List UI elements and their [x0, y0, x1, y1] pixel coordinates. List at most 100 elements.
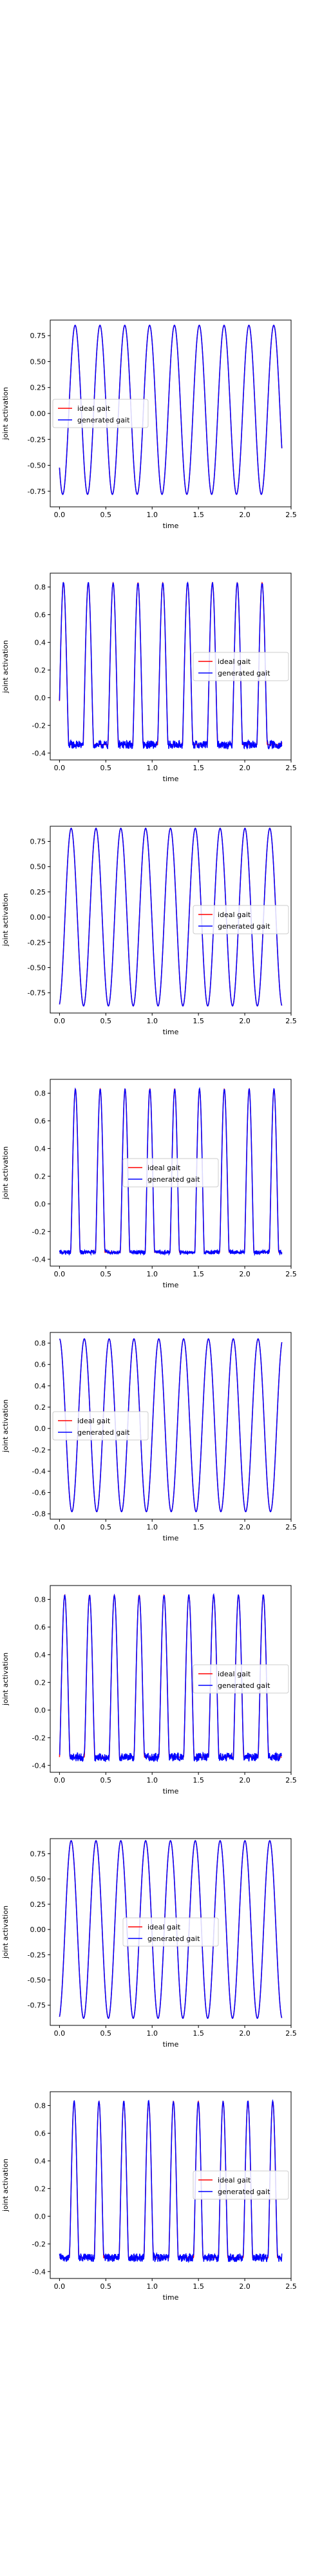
y-tick-label: -0.75	[28, 2002, 46, 2010]
x-tick-label: 1.0	[146, 764, 158, 772]
x-axis-label: time	[163, 1787, 179, 1795]
x-tick-label: 2.5	[285, 511, 297, 519]
axes-frame	[50, 1079, 292, 1267]
x-tick-label: 0.5	[100, 1270, 112, 1278]
y-tick-label: -0.2	[32, 1734, 46, 1742]
legend-label-generated-gait: generated gait	[77, 1428, 130, 1437]
y-tick-label: 0.25	[30, 888, 46, 896]
series-line-generated-gait	[59, 1593, 283, 1763]
y-tick-label: 0.6	[35, 611, 46, 619]
y-tick-label: 0.4	[35, 638, 46, 647]
x-tick-label: 0.5	[100, 511, 112, 519]
legend-label-generated-gait: generated gait	[218, 922, 270, 931]
legend-label-ideal-gait: ideal gait	[77, 404, 111, 413]
axes-frame	[50, 826, 292, 1014]
y-tick-label: 0.6	[35, 2129, 46, 2137]
y-tick-label: 0.0	[35, 1200, 46, 1208]
x-axis-label: time	[163, 1534, 179, 1542]
y-tick-label: 0.50	[30, 357, 46, 366]
axes-frame	[50, 1838, 292, 2026]
legend-label-ideal-gait: ideal gait	[77, 1417, 111, 1425]
x-tick-label: 1.0	[146, 511, 158, 519]
y-tick-label: 0.75	[30, 838, 46, 846]
axes-frame	[50, 573, 292, 761]
chart-panel-5: 0.0 0.5 1.0 1.5 2.0 2.5 -0.8 -0.6 -0.4 -0.2 0.0 0.2…	[1, 1332, 297, 1542]
y-tick-label: 0.00	[30, 913, 46, 922]
legend-label-generated-gait: generated gait	[218, 2188, 270, 2196]
chart-panel-1: 0.0 0.5 1.0 1.5 2.0 2.5 -0.75 -0.50 -0.25 0.00 0.2…	[1, 319, 297, 530]
axes-frame	[50, 1585, 292, 1773]
legend-label-ideal-gait: ideal gait	[147, 1164, 181, 1172]
y-tick-label: 0.2	[35, 666, 46, 674]
y-tick-label: 0.8	[35, 1595, 46, 1604]
y-tick-label: 0.8	[35, 583, 46, 591]
x-tick-label: 0.5	[100, 764, 112, 772]
y-tick-label: -0.4	[32, 749, 46, 757]
x-tick-label: 1.5	[193, 511, 204, 519]
chart-panel-3: 0.0 0.5 1.0 1.5 2.0 2.5 -0.75 -0.50 -0.25 0.00 0.2…	[1, 826, 297, 1036]
legend-label-ideal-gait: ideal gait	[218, 658, 251, 666]
y-axis-label: joint activation	[1, 893, 10, 947]
x-axis-label: time	[163, 1028, 179, 1036]
x-tick-label: 1.0	[146, 1523, 158, 1531]
x-tick-label: 0.5	[100, 2029, 112, 2038]
x-tick-label: 1.5	[193, 764, 204, 772]
legend-label-generated-gait: generated gait	[77, 416, 130, 424]
y-axis-label: joint activation	[1, 1653, 10, 1706]
legend-label-ideal-gait: ideal gait	[218, 911, 251, 919]
plot-area	[59, 828, 283, 1007]
y-tick-label: 0.4	[35, 2157, 46, 2165]
x-tick-label: 1.5	[193, 2282, 204, 2291]
x-tick-label: 0.5	[100, 1523, 112, 1531]
plot-area	[59, 1593, 283, 1763]
x-axis-label: time	[163, 2293, 179, 2302]
x-tick-label: 0.0	[54, 1270, 66, 1278]
axes-frame	[50, 2091, 292, 2279]
chart-panel-8: 0.0 0.5 1.0 1.5 2.0 2.5 -0.4 -0.2 0.0 0.2 0.4 0.6 0.…	[1, 2091, 297, 2302]
x-axis-label: time	[163, 775, 179, 783]
y-tick-label: -0.25	[28, 938, 46, 947]
x-tick-label: 1.0	[146, 2282, 158, 2291]
legend: ideal gait generated gait	[193, 1664, 289, 1694]
y-tick-label: -0.50	[28, 1976, 46, 1984]
plot-area	[59, 1840, 283, 2019]
legend-label-generated-gait: generated gait	[218, 1681, 270, 1690]
y-axis-label: joint activation	[1, 1146, 10, 1200]
x-tick-label: 2.0	[239, 511, 251, 519]
legend-label-ideal-gait: ideal gait	[218, 2176, 251, 2184]
y-tick-label: 0.25	[30, 1900, 46, 1909]
series-line-generated-gait	[59, 828, 283, 1007]
y-tick-label: -0.50	[28, 462, 46, 470]
x-tick-label: 2.0	[239, 1776, 251, 1785]
series-line-generated-gait	[59, 325, 283, 495]
y-tick-label: -0.50	[28, 963, 46, 972]
y-tick-label: 0.4	[35, 1144, 46, 1153]
x-tick-label: 1.0	[146, 2029, 158, 2038]
legend-label-generated-gait: generated gait	[147, 1935, 200, 1943]
y-tick-label: -0.8	[32, 1510, 46, 1519]
y-tick-label: 0.8	[35, 1340, 46, 1348]
y-tick-label: 0.6	[35, 1623, 46, 1631]
x-tick-label: 0.5	[100, 2282, 112, 2291]
y-tick-label: -0.2	[32, 721, 46, 730]
x-tick-label: 2.0	[239, 2282, 251, 2291]
y-tick-label: -0.2	[32, 2240, 46, 2248]
x-tick-label: 2.5	[285, 2282, 297, 2291]
x-tick-label: 0.5	[100, 1017, 112, 1025]
y-tick-label: 0.2	[35, 2184, 46, 2193]
x-tick-label: 0.0	[54, 1017, 66, 1025]
y-tick-label: 0.50	[30, 1875, 46, 1884]
y-tick-label: 0.0	[35, 1425, 46, 1433]
x-tick-label: 2.0	[239, 2029, 251, 2038]
legend-box	[193, 1664, 289, 1694]
x-tick-label: 1.0	[146, 1270, 158, 1278]
y-tick-label: 0.0	[35, 2212, 46, 2221]
y-axis-label: joint activation	[1, 2159, 10, 2212]
y-tick-label: 0.8	[35, 2101, 46, 2110]
legend: ideal gait generated gait	[193, 652, 289, 681]
y-axis-label: joint activation	[1, 1399, 10, 1453]
x-tick-label: 0.0	[54, 764, 66, 772]
plot-area	[59, 1086, 283, 1256]
series-line-generated-gait	[59, 1086, 283, 1256]
